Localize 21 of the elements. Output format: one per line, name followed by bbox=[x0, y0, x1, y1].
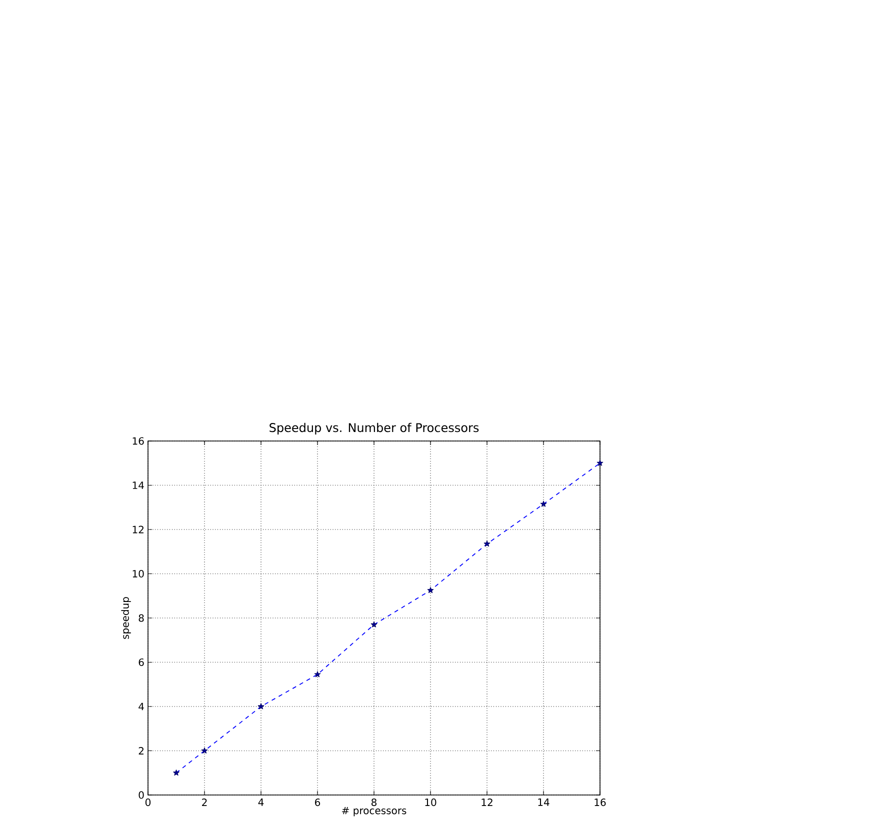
y-tick-label: 12 bbox=[132, 526, 144, 534]
x-tick-label: 16 bbox=[594, 798, 606, 806]
x-tick-label: 14 bbox=[538, 798, 550, 806]
x-tick-label: 8 bbox=[372, 798, 376, 806]
y-tick-label: 2 bbox=[138, 747, 144, 754]
x-tick-label: 0 bbox=[145, 798, 151, 806]
y-tick-label: 4 bbox=[138, 702, 144, 710]
x-tick-label: 12 bbox=[482, 798, 492, 806]
y-tick-label: 10 bbox=[132, 570, 144, 578]
y-tick-label: 0 bbox=[138, 791, 144, 799]
y-tick-label: 16 bbox=[132, 437, 144, 445]
y-tick-label: 8 bbox=[138, 614, 144, 622]
x-tick-label: 2 bbox=[202, 798, 207, 806]
y-tick-label: 6 bbox=[138, 658, 144, 666]
y-tick-label: 14 bbox=[132, 482, 144, 489]
x-tick-label: 6 bbox=[315, 798, 320, 806]
y-axis-title: speedup bbox=[121, 597, 131, 639]
x-tick-label: 10 bbox=[425, 798, 436, 806]
x-tick-label: 4 bbox=[258, 798, 264, 806]
x-axis-title: # processors bbox=[342, 806, 406, 816]
chart-title: Speedup vs. Number of Processors bbox=[270, 422, 479, 434]
